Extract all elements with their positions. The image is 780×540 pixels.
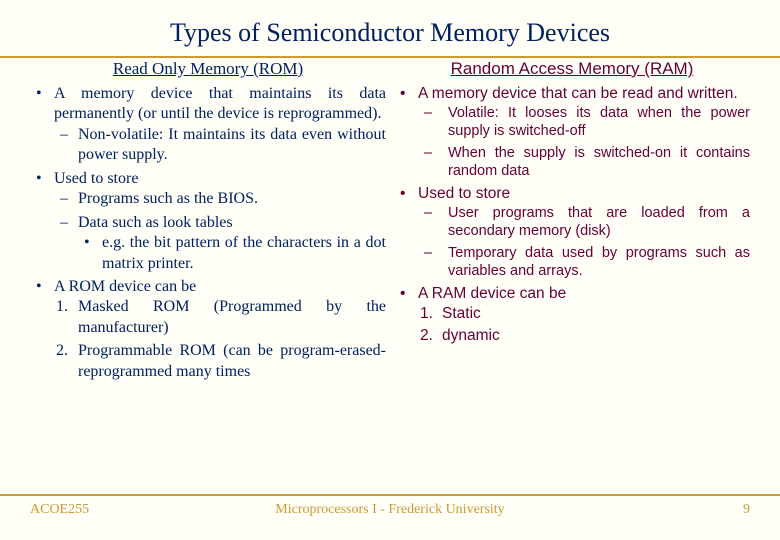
text: Programmable ROM (can be program-erased-… xyxy=(78,342,386,379)
num-label: 1. xyxy=(56,297,68,317)
rom-heading: Read Only Memory (ROM) xyxy=(30,58,386,80)
list-item: A ROM device can be 1.Masked ROM (Progra… xyxy=(54,277,386,382)
num-label: 1. xyxy=(420,304,433,324)
list-item: A memory device that maintains its data … xyxy=(54,84,386,166)
ram-heading: Random Access Memory (RAM) xyxy=(394,58,750,80)
num-label: 2. xyxy=(420,326,433,346)
num-label: 2. xyxy=(56,341,68,361)
list-item: Used to store Programs such as the BIOS.… xyxy=(54,169,386,274)
text: Masked ROM (Programmed by the manufactur… xyxy=(78,298,386,335)
text: Used to store xyxy=(418,185,510,202)
text: Static xyxy=(442,305,481,322)
list-item: Programs such as the BIOS. xyxy=(78,189,386,209)
rule-top xyxy=(0,56,780,58)
list-item: 1.Static xyxy=(442,304,750,324)
text: dynamic xyxy=(442,327,500,344)
footer: ACOE255 Microprocessors I - Frederick Un… xyxy=(0,502,780,518)
list-item: Used to store User programs that are loa… xyxy=(418,184,750,281)
list-item: A RAM device can be 1.Static 2.dynamic xyxy=(418,284,750,346)
list-item: Volatile: It looses its data when the po… xyxy=(448,104,750,141)
text: A RAM device can be xyxy=(418,285,566,302)
list-item: Non-volatile: It maintains its data even… xyxy=(78,125,386,166)
text: A memory device that can be read and wri… xyxy=(418,85,738,102)
text: A memory device that maintains its data … xyxy=(54,85,386,122)
content-columns: Read Only Memory (ROM) A memory device t… xyxy=(30,58,750,385)
text: A ROM device can be xyxy=(54,278,196,295)
list-item: When the supply is switched-on it contai… xyxy=(448,144,750,181)
list-item: e.g. the bit pattern of the characters i… xyxy=(102,233,386,274)
slide: Types of Semiconductor Memory Devices Re… xyxy=(0,0,780,540)
footer-center: Microprocessors I - Frederick University xyxy=(0,502,780,518)
list-item: 1.Masked ROM (Programmed by the manufact… xyxy=(78,297,386,338)
left-column: Read Only Memory (ROM) A memory device t… xyxy=(30,58,386,385)
list-item: User programs that are loaded from a sec… xyxy=(448,204,750,241)
list-item: 2.Programmable ROM (can be program-erase… xyxy=(78,341,386,382)
list-item: Data such as look tables e.g. the bit pa… xyxy=(78,213,386,274)
rule-bottom xyxy=(0,494,780,496)
list-item: A memory device that can be read and wri… xyxy=(418,84,750,181)
slide-title: Types of Semiconductor Memory Devices xyxy=(30,18,750,48)
list-item: 2.dynamic xyxy=(442,326,750,346)
text: Used to store xyxy=(54,170,138,187)
right-column: Random Access Memory (RAM) A memory devi… xyxy=(394,58,750,385)
list-item: Temporary data used by programs such as … xyxy=(448,244,750,281)
ram-list: A memory device that can be read and wri… xyxy=(394,84,750,347)
text: Data such as look tables xyxy=(78,214,233,231)
rom-list: A memory device that maintains its data … xyxy=(30,84,386,383)
